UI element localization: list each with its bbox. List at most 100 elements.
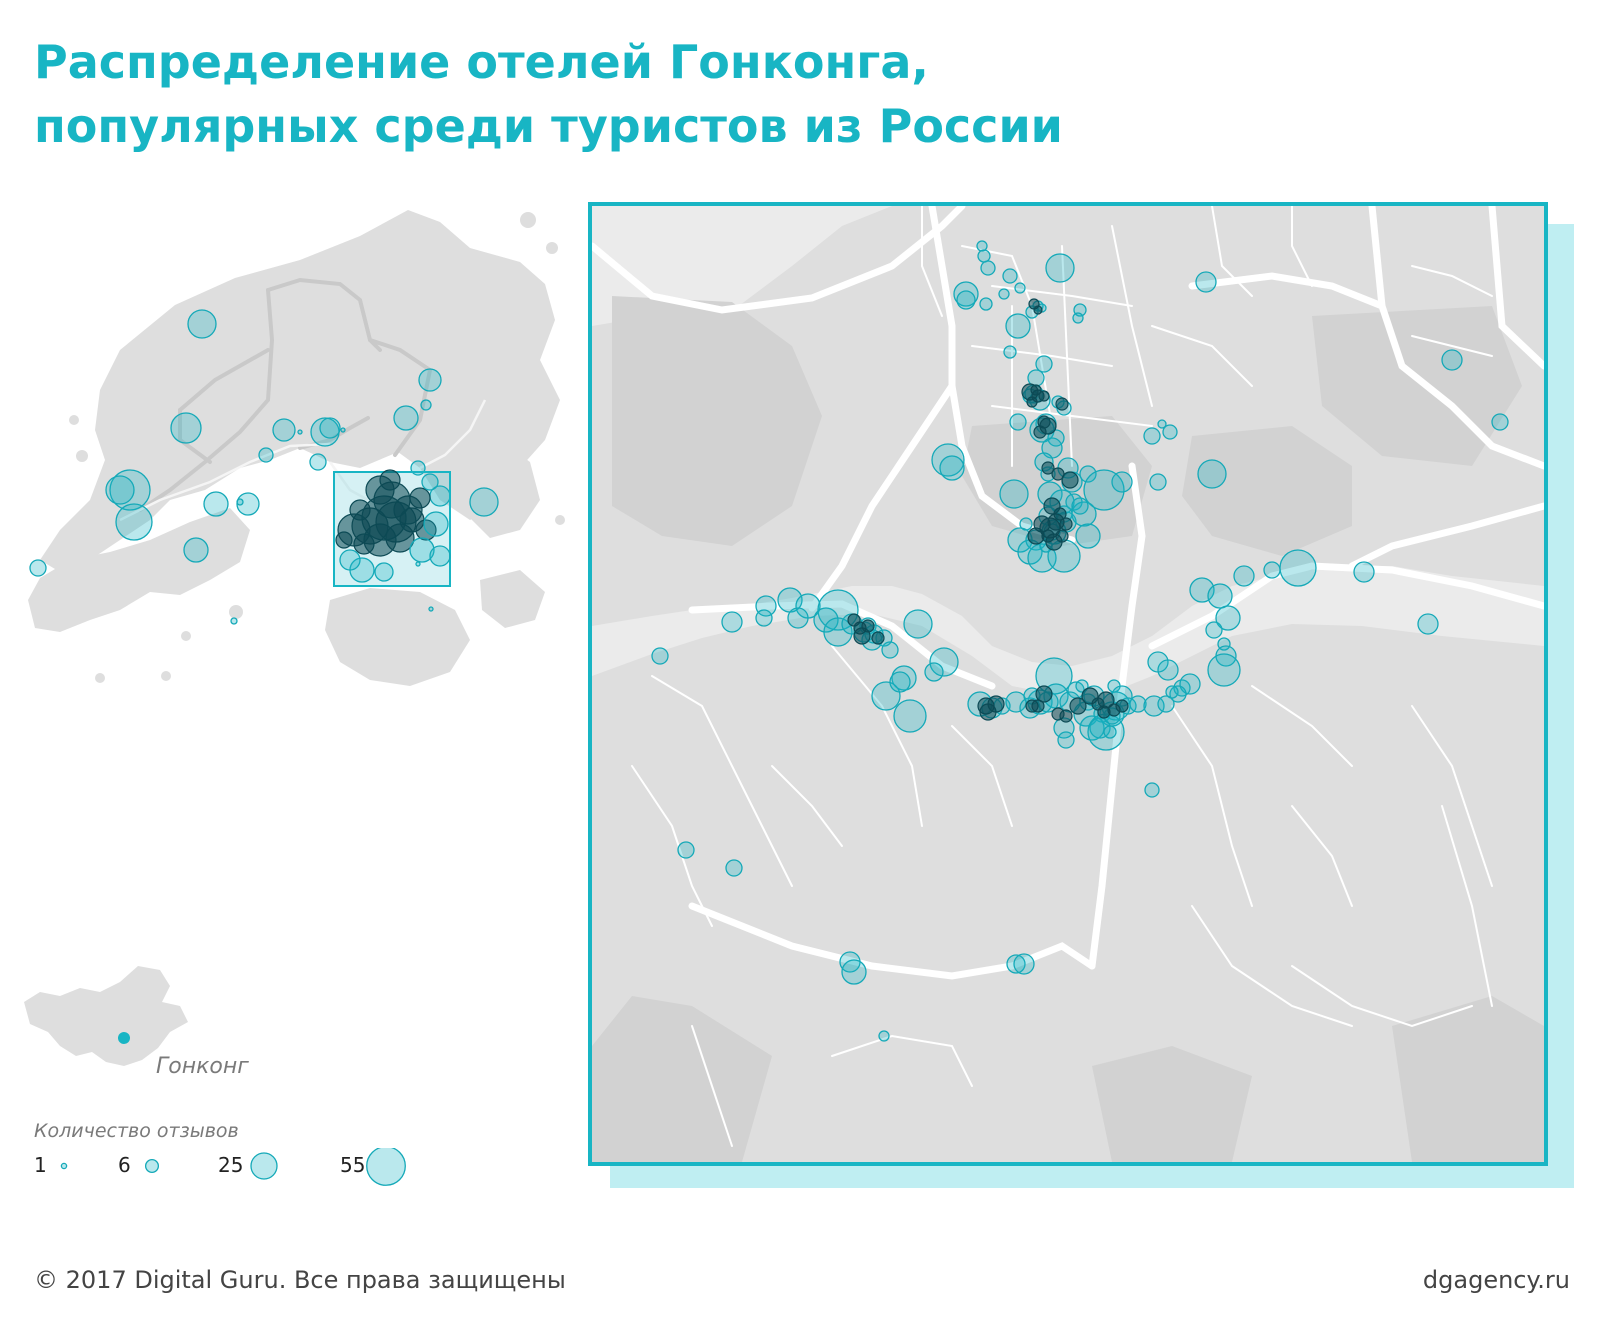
- hotel-marker: [903, 609, 933, 639]
- hotel-marker: [998, 288, 1010, 300]
- hotel-marker: [1165, 685, 1179, 699]
- hotel-dense-marker: [1055, 397, 1069, 411]
- legend-value-label: 25: [218, 1153, 243, 1177]
- hotel-marker: [187, 309, 217, 339]
- hotel-marker: [1207, 653, 1241, 687]
- overview-hotel-markers: [29, 309, 499, 625]
- hotel-marker: [1003, 345, 1017, 359]
- hotel-cluster-marker: [361, 495, 407, 541]
- hotel-marker: [755, 609, 773, 627]
- hotel-marker: [409, 537, 435, 563]
- hotel-marker: [979, 297, 993, 311]
- hotel-marker: [393, 405, 419, 431]
- hotel-marker: [1353, 561, 1375, 583]
- hotel-marker: [1157, 695, 1175, 713]
- legend-value-label: 55: [340, 1153, 365, 1177]
- hotel-marker: [1057, 731, 1075, 749]
- hotel-marker: [374, 562, 394, 582]
- detail-minor-roads: [631, 206, 1493, 1147]
- hotel-marker: [1157, 419, 1167, 429]
- hotel-marker: [1263, 561, 1281, 579]
- hotel-marker: [1071, 497, 1089, 515]
- china-inset-map: [24, 966, 188, 1066]
- hotel-marker: [1013, 953, 1035, 975]
- hotel-marker: [1149, 473, 1167, 491]
- hotel-marker: [1157, 659, 1179, 681]
- hotel-marker: [893, 699, 927, 733]
- map-title: Распределение отелей Гонконга, популярны…: [34, 30, 1063, 158]
- hotel-marker: [203, 491, 229, 517]
- copyright-text: © 2017 Digital Guru. Все права защищены: [34, 1266, 566, 1294]
- hotel-marker: [1143, 427, 1161, 445]
- hotel-marker: [418, 368, 442, 392]
- hotel-marker: [1195, 271, 1217, 293]
- hotel-marker: [420, 399, 432, 411]
- hong-kong-label: Гонконг: [156, 1054, 249, 1079]
- hotel-marker: [105, 475, 135, 505]
- hotel-marker: [272, 418, 296, 442]
- hotel-dense-marker: [1026, 396, 1038, 408]
- hotel-dense-marker: [1061, 471, 1079, 489]
- hotel-marker: [1005, 313, 1031, 339]
- hotel-dense-marker: [1033, 425, 1047, 439]
- overview-dense-cluster: [335, 469, 451, 571]
- hotel-dense-marker: [853, 627, 871, 645]
- hotel-dense-marker: [1038, 390, 1050, 402]
- hotel-marker: [878, 1030, 890, 1042]
- hotel-dense-marker: [1115, 699, 1129, 713]
- hotel-marker: [1072, 312, 1084, 324]
- hotel-cluster-marker: [335, 531, 353, 549]
- hotel-marker: [881, 641, 899, 659]
- hotel-marker: [1197, 459, 1227, 489]
- overview-land: [28, 210, 565, 686]
- hotel-marker: [1215, 605, 1241, 631]
- hotel-marker: [787, 607, 809, 629]
- hotel-dense-marker: [1025, 699, 1039, 713]
- hotel-marker: [1144, 782, 1160, 798]
- hotel-marker: [1441, 349, 1463, 371]
- hotel-marker: [1205, 621, 1223, 639]
- legend-value-label: 6: [118, 1153, 131, 1177]
- hotel-marker: [813, 607, 839, 633]
- hotel-marker: [929, 647, 959, 677]
- hotel-dense-marker: [1069, 697, 1087, 715]
- hotel-marker: [1111, 471, 1133, 493]
- overview-roads: [138, 277, 433, 512]
- hotel-marker: [939, 455, 965, 481]
- legend-size-circle: [60, 1162, 68, 1170]
- hotel-dense-marker: [979, 703, 997, 721]
- legend-size-circle: [144, 1158, 160, 1174]
- hotel-marker: [823, 617, 853, 647]
- hotel-marker: [469, 487, 499, 517]
- hotel-marker: [1083, 469, 1125, 511]
- detail-darker-areas: [592, 296, 1544, 1162]
- detail-map-frame: [588, 202, 1548, 1166]
- size-legend: 1 6 25 55: [34, 1148, 406, 1186]
- hong-kong-marker: [118, 1032, 130, 1044]
- hotel-marker: [841, 959, 867, 985]
- legend-size-circle: [250, 1152, 278, 1180]
- hotel-marker: [1233, 565, 1255, 587]
- overview-map: [28, 210, 565, 686]
- detail-hotel-markers: [651, 240, 1509, 1042]
- website-link[interactable]: dgagency.ru: [1422, 1266, 1570, 1294]
- hotel-marker: [1129, 695, 1147, 713]
- hotel-marker: [977, 249, 991, 263]
- hotel-marker: [980, 260, 996, 276]
- hotel-marker: [725, 859, 743, 877]
- hotel-marker: [236, 498, 244, 506]
- hotel-dense-marker: [1030, 384, 1042, 396]
- hotel-dense-marker: [1059, 517, 1073, 531]
- hotel-marker: [1075, 679, 1089, 693]
- hotel-dense-marker: [1033, 305, 1043, 315]
- legend-value-label: 1: [34, 1153, 47, 1177]
- hotel-marker: [1417, 613, 1439, 635]
- hotel-marker: [1014, 282, 1026, 294]
- hotel-marker: [889, 671, 911, 693]
- hotel-marker: [1006, 954, 1026, 974]
- hotel-marker: [956, 290, 976, 310]
- hotel-marker: [677, 841, 695, 859]
- hotel-marker: [428, 606, 434, 612]
- hotel-cluster-marker: [379, 469, 401, 491]
- hotel-marker: [651, 647, 669, 665]
